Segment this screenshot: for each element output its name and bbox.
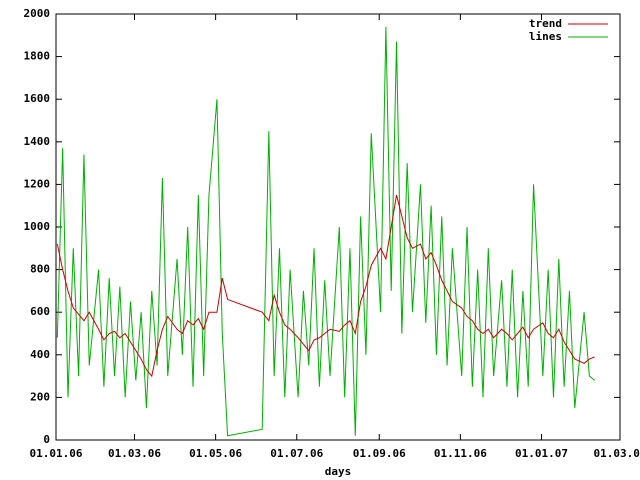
y-tick-label: 200	[30, 390, 50, 403]
y-tick-label: 800	[30, 263, 50, 276]
series-line	[56, 194, 595, 378]
legend-label: lines	[529, 30, 562, 43]
legend-label: trend	[529, 17, 562, 30]
x-tick-label: 01.07.06	[270, 447, 323, 460]
x-tick-label: 01.05.06	[189, 447, 242, 460]
y-tick-label: 600	[30, 305, 50, 318]
y-tick-label: 1200	[24, 177, 51, 190]
x-tick-label: 01.09.06	[353, 447, 406, 460]
x-tick-label: 01.01.07	[515, 447, 568, 460]
series-line	[56, 26, 596, 437]
y-tick-label: 1400	[24, 135, 51, 148]
y-tick-label: 1600	[24, 92, 51, 105]
y-tick-label: 400	[30, 348, 50, 361]
y-tick-label: 1000	[24, 220, 51, 233]
x-tick-label: 01.11.06	[434, 447, 487, 460]
x-axis-label: days	[325, 465, 352, 478]
x-tick-label: 01.03.06	[108, 447, 161, 460]
x-tick-label: 01.03.07	[594, 447, 640, 460]
y-tick-label: 1800	[24, 50, 51, 63]
y-tick-label: 2000	[24, 7, 51, 20]
x-tick-label: 01.01.06	[30, 447, 83, 460]
y-tick-label: 0	[43, 433, 50, 446]
